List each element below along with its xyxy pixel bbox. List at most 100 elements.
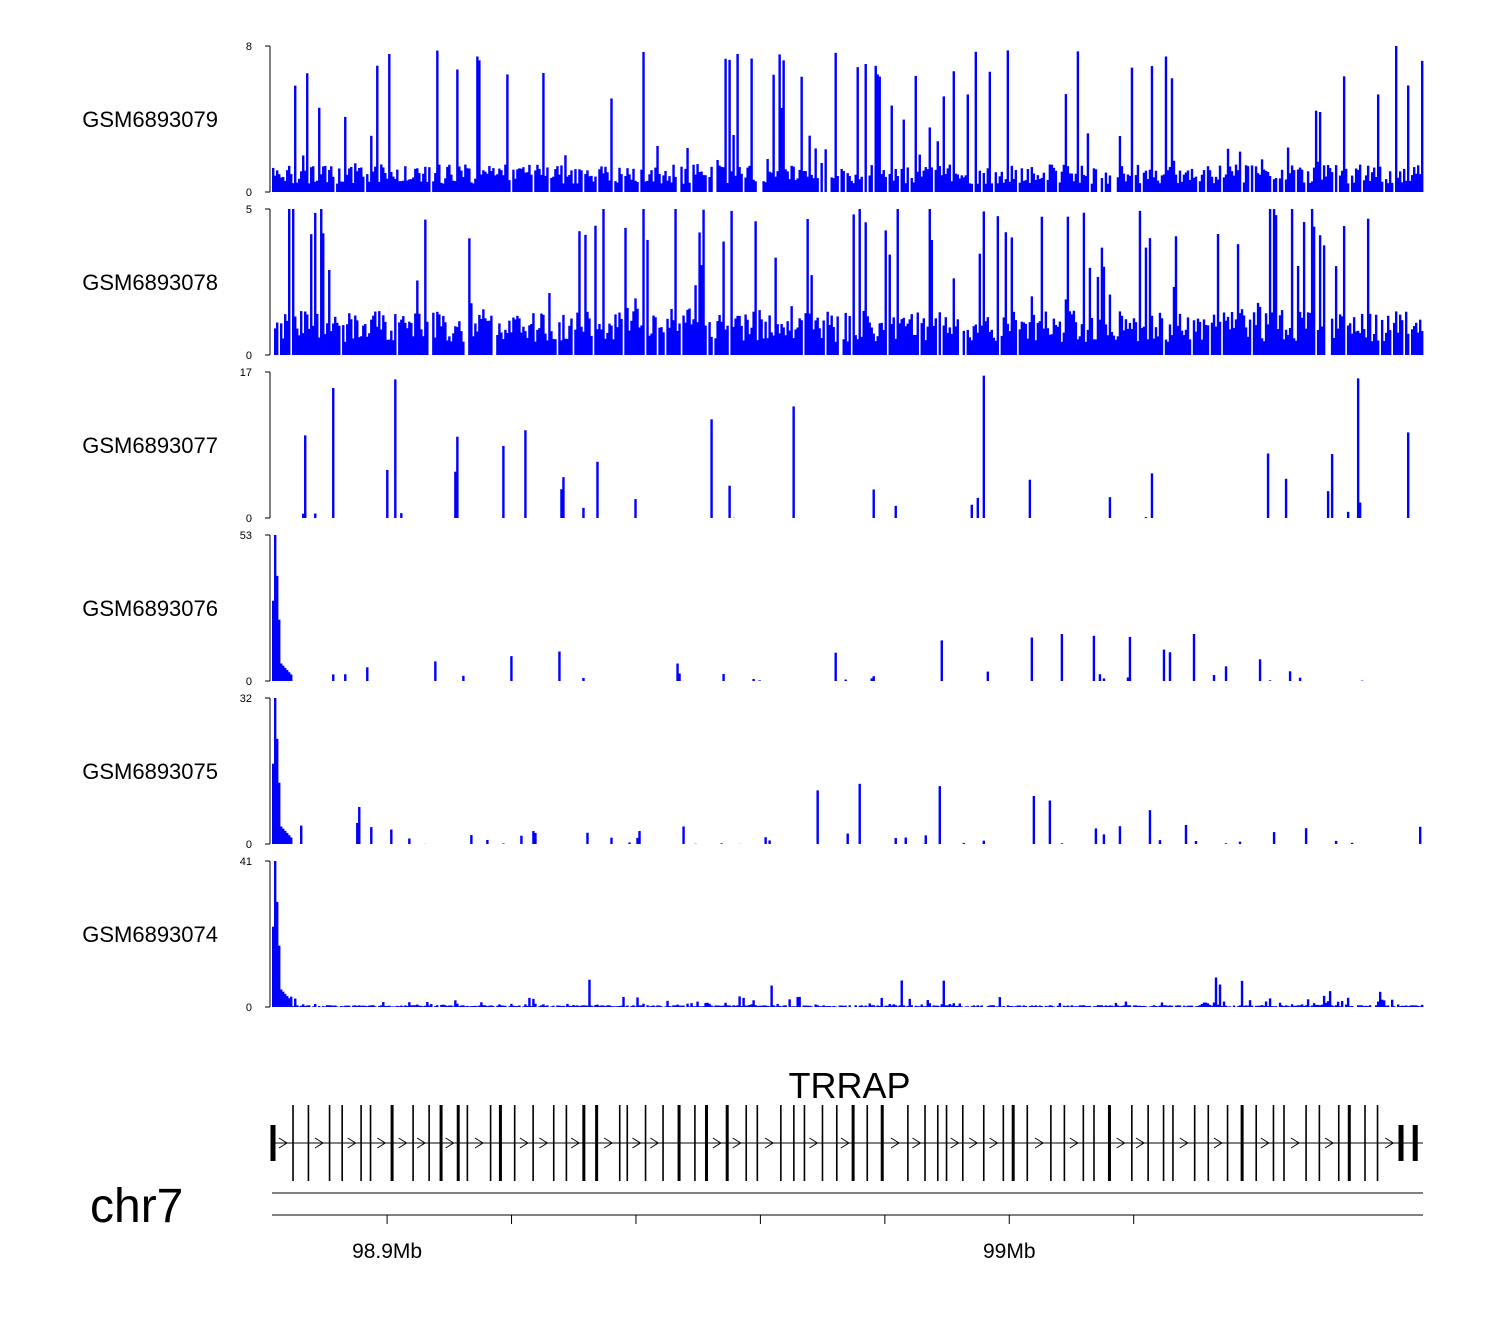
coverage-bar <box>722 674 725 681</box>
coverage-bar <box>1386 315 1390 355</box>
coverage-bar <box>1262 1005 1266 1007</box>
coverage-bar <box>396 1005 399 1007</box>
coverage-bar <box>418 1005 421 1007</box>
coverage-bar <box>1368 1005 1372 1007</box>
y-tick-label-max: 17 <box>240 367 252 379</box>
coverage-bar <box>734 1005 737 1007</box>
coverage-bar <box>684 322 687 355</box>
coverage-bar <box>798 318 801 355</box>
coverage-bar <box>660 183 663 192</box>
coverage-bar <box>754 181 757 192</box>
coverage-bar <box>1274 1006 1278 1007</box>
coverage-bar <box>560 340 563 355</box>
coverage-bar <box>858 1005 861 1007</box>
coverage-bar <box>1419 174 1422 192</box>
coverage-bar <box>304 1006 307 1007</box>
coverage-bar <box>554 169 557 192</box>
coverage-bar <box>374 1006 377 1007</box>
strand-chevron <box>1213 1137 1223 1149</box>
coverage-bar <box>514 1006 517 1007</box>
coverage-bar <box>1392 322 1396 355</box>
coverage-bar <box>278 619 281 681</box>
coverage-bar <box>696 164 699 192</box>
coverage-bar <box>946 332 949 355</box>
coverage-bar <box>516 169 519 192</box>
coverage-bar <box>1388 171 1392 192</box>
coverage-bar <box>562 477 565 518</box>
coverage-bar <box>780 324 783 355</box>
coverage-bar <box>1102 266 1106 355</box>
coverage-bar <box>738 996 741 1007</box>
coverage-bar <box>1020 321 1024 355</box>
coverage-bar <box>1188 339 1192 355</box>
coverage-bar <box>280 177 283 192</box>
coverage-bar <box>422 336 425 355</box>
coverage-bar <box>406 180 409 192</box>
coverage-bar <box>1072 181 1076 192</box>
coverage-bar <box>578 169 581 192</box>
coverage-bar <box>902 119 905 192</box>
coverage-bar <box>1406 432 1410 518</box>
coverage-bar <box>1110 1005 1114 1007</box>
coverage-bar <box>328 169 331 192</box>
coverage-bar <box>1130 67 1134 192</box>
gene-exon <box>1318 1105 1321 1181</box>
coverage-bar <box>470 182 473 192</box>
coverage-bar <box>450 1005 453 1007</box>
coverage-bar <box>792 406 795 518</box>
coverage-bar <box>1176 1005 1180 1007</box>
coverage-bar <box>606 1005 609 1007</box>
coverage-bar <box>322 1006 325 1007</box>
coverage-bar <box>546 167 549 192</box>
coverage-bar <box>792 1006 795 1007</box>
coverage-bar <box>618 167 621 192</box>
coverage-bar <box>1246 336 1250 355</box>
coverage-bar <box>604 338 607 355</box>
coverage-bar <box>1166 1005 1170 1007</box>
coverage-bar <box>1158 840 1162 844</box>
coverage-bar <box>1210 1005 1214 1007</box>
coverage-bar <box>806 176 809 192</box>
coverage-bar <box>1346 325 1350 355</box>
coverage-bar <box>864 222 867 355</box>
coverage-bar <box>522 167 525 192</box>
coverage-bar <box>286 320 289 355</box>
coverage-bar <box>688 308 691 355</box>
coverage-bar <box>660 327 663 355</box>
coverage-bar <box>894 338 897 355</box>
coverage-bar <box>1380 181 1384 192</box>
coverage-bar <box>456 327 459 355</box>
coverage-bar <box>1060 341 1064 355</box>
coverage-bar <box>1156 336 1160 355</box>
coverage-bar <box>530 174 533 192</box>
coverage-bar <box>400 181 403 192</box>
coverage-bar <box>300 171 303 192</box>
coverage-bar <box>534 832 537 844</box>
coverage-bar <box>496 174 499 192</box>
coverage-bar <box>284 180 287 192</box>
coverage-bar <box>724 58 727 192</box>
coverage-bar <box>576 1005 579 1007</box>
coverage-bar <box>484 1005 487 1007</box>
coverage-bar <box>1302 222 1306 355</box>
coverage-bar <box>728 59 731 193</box>
coverage-bar <box>792 166 795 192</box>
coverage-bar <box>836 316 839 355</box>
coverage-bar <box>336 1006 339 1007</box>
y-tick-label-min: 0 <box>246 513 252 525</box>
coverage-bar <box>312 166 315 192</box>
coverage-bar <box>356 1005 359 1007</box>
coverage-bar <box>460 1005 463 1007</box>
coverage-bar <box>936 141 939 192</box>
coverage-bar <box>524 172 527 192</box>
axis-tick-label: 99Mb <box>983 1240 1036 1263</box>
coverage-bar <box>482 309 485 355</box>
coverage-bar <box>904 837 907 844</box>
coverage-bar <box>588 979 591 1007</box>
coverage-bar <box>900 319 903 355</box>
coverage-bar <box>1282 1006 1286 1007</box>
coverage-bar <box>1000 335 1004 355</box>
coverage-bar <box>510 1003 513 1007</box>
gene-exon <box>565 1105 568 1181</box>
